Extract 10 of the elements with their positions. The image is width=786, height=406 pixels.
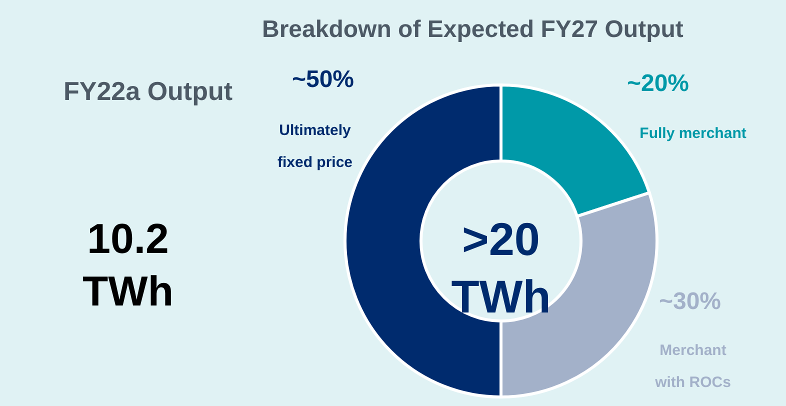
- slice-label: Merchant with ROCs: [654, 342, 731, 391]
- data-label: ~30%: [658, 288, 722, 315]
- slice-label: Ultimately fixed price: [277, 122, 353, 171]
- text: 10.2 TWh: [82, 215, 174, 314]
- data-label: ~20%: [626, 70, 690, 97]
- data-label: ~50%: [292, 66, 354, 93]
- chart-title: Breakdown of Expected FY27 Output: [262, 16, 684, 43]
- text: FY22a Output: [63, 76, 233, 106]
- slice-label: Fully merchant: [640, 125, 746, 142]
- text: >20 TWh: [451, 213, 551, 322]
